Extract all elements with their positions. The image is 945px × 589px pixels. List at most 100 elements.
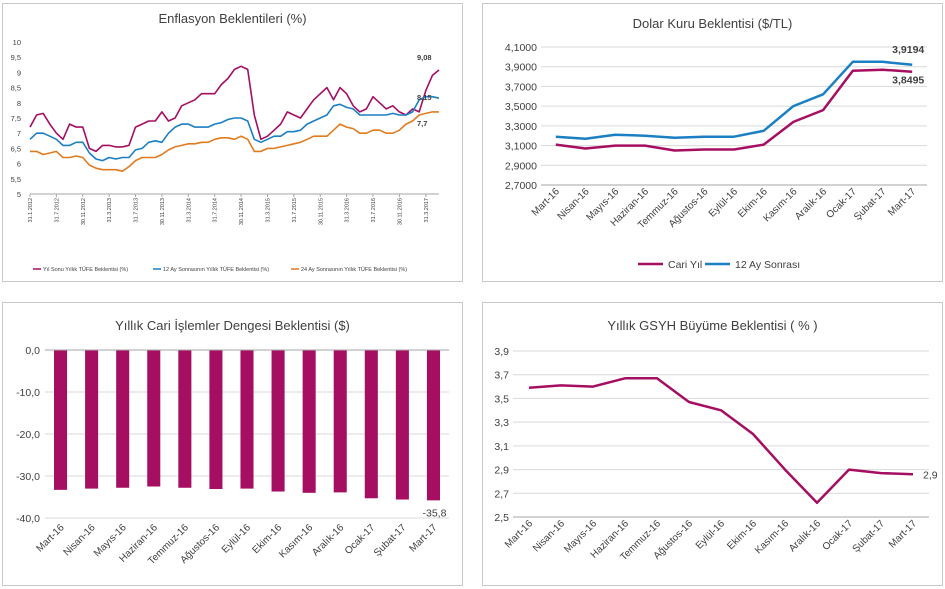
y-tick-label: 3,3 — [494, 417, 509, 429]
y-tick-label: 3,5 — [494, 393, 509, 405]
bar — [333, 350, 347, 493]
data-label: 3,9194 — [892, 44, 924, 56]
x-tick-label: Kasım-16 — [277, 522, 315, 560]
inflation-expectations-chart: Enflasyon Beklentileri (%) 5 5,5 6 6,5 7 7,5 8… — [2, 3, 463, 282]
y-tick-label: -20,0 — [16, 429, 40, 441]
x-tick-label: 31.3.2017 — [424, 198, 430, 222]
series-line — [30, 111, 439, 172]
x-tick-label: 31.7.2014 — [213, 198, 219, 222]
x-tick-label: Kasım-16 — [753, 518, 791, 556]
y-tick-label: 5,5 — [11, 175, 21, 184]
bar — [240, 350, 254, 489]
chart-title: Yıllık Cari İşlemler Dengesi Beklentisi … — [115, 318, 350, 333]
y-tick-label: 10 — [13, 38, 21, 47]
bar — [302, 350, 316, 493]
x-tick-label: 30.11.2016 — [397, 198, 403, 225]
y-tick-label: 2,9000 — [505, 160, 537, 172]
data-label: 2,9 — [923, 469, 938, 481]
data-label: 7,7 — [417, 119, 427, 128]
y-tick-label: 3,1000 — [505, 141, 537, 153]
x-tick-label: 31.1.2012 — [28, 198, 34, 222]
y-tick-label: 9 — [17, 68, 21, 77]
x-tick-label: 31.3.2015 — [265, 198, 271, 222]
y-tick-label: 4,1000 — [505, 42, 537, 54]
y-tick-label: -30,0 — [16, 471, 40, 483]
legend-label: 24 Ay Sonrasının Yıllık TÜFE Beklentisi … — [301, 266, 407, 273]
x-tick-label: Eylül-16 — [707, 186, 741, 220]
x-tick-label: 31.7.2015 — [292, 198, 298, 222]
y-tick-label: 2,9 — [494, 465, 509, 477]
bar — [116, 350, 130, 488]
x-tick-label: Şubat-17 — [372, 522, 409, 559]
x-tick-label: Eylül-16 — [694, 518, 728, 552]
chart-title: Yıllık GSYH Büyüme Beklentisi ( % ) — [607, 318, 818, 333]
bar — [426, 350, 440, 501]
legend-label: 12 Ay Sonrası — [735, 259, 800, 271]
y-tick-label: 3,7000 — [505, 81, 537, 93]
series-line — [555, 60, 913, 140]
y-tick-label: 2,5 — [494, 512, 509, 524]
current-account-expectation-chart: Yıllık Cari İşlemler Dengesi Beklentisi … — [2, 302, 463, 586]
bar — [209, 350, 223, 490]
chart-title: Enflasyon Beklentileri (%) — [158, 11, 307, 26]
x-tick-label: Eylül-16 — [220, 522, 254, 556]
series-line — [528, 377, 914, 505]
y-tick-label: 6 — [17, 160, 21, 169]
y-tick-label: 2,7000 — [505, 180, 537, 192]
y-tick-label: 7,5 — [11, 114, 21, 123]
bar — [178, 350, 192, 488]
x-tick-label: Şubat-17 — [852, 186, 889, 223]
y-tick-label: -10,0 — [16, 387, 40, 399]
data-label: 8,15 — [417, 93, 432, 102]
y-tick-label: 3,9000 — [505, 62, 537, 74]
series-line — [555, 68, 913, 152]
series-line — [29, 65, 440, 153]
x-tick-label: 30.11.2014 — [239, 198, 245, 225]
data-label: -35,8 — [422, 507, 446, 519]
x-tick-label: Aralık-16 — [310, 522, 346, 558]
x-tick-label: Mart-17 — [886, 186, 918, 218]
x-tick-label: 31.7.2012 — [54, 198, 60, 222]
bar — [147, 350, 161, 487]
series-line — [29, 95, 440, 162]
inflation-chart-svg: 5 5,5 6 6,5 7 7,5 8 8,5 9 9,5 10 31.1.2012 31.7.2012… — [11, 38, 440, 273]
y-tick-label: 3,1 — [494, 441, 509, 453]
data-label: 3,8495 — [892, 75, 924, 87]
bar — [395, 350, 409, 500]
legend-label: Cari Yıl — [668, 259, 702, 271]
current-account-chart-svg: -40,0-30,0-20,0-10,00,0-35,8Mart-16Nisan… — [16, 345, 449, 567]
y-tick-label: 5 — [17, 190, 21, 199]
y-tick-label: 6,5 — [11, 144, 21, 153]
bar — [54, 350, 68, 490]
x-tick-label: 31.7.2016 — [371, 198, 377, 222]
x-tick-label: Nisan-16 — [531, 518, 567, 554]
x-tick-label: 30.11.2015 — [318, 198, 324, 225]
x-tick-label: Aralık-16 — [787, 518, 823, 554]
gdp-growth-expectation-chart: Yıllık GSYH Büyüme Beklentisi ( % ) 2,5 2… — [482, 302, 943, 586]
y-tick-label: 3,3000 — [505, 121, 537, 133]
usd-chart-svg: 2,7000 2,9000 3,1000 3,3000 3,5000 3,7000 3,90… — [505, 42, 927, 271]
legend-label: Yıl Sonu Yıllık TÜFE Beklentisi (%) — [43, 266, 128, 273]
y-tick-label: 3,5000 — [505, 101, 537, 113]
x-tick-label: 31.7.2013 — [134, 198, 140, 222]
bar — [271, 350, 285, 492]
bar — [364, 350, 378, 499]
usd-try-expectation-chart: Dolar Kuru Beklentisi ($/TL) 2,7000 2,900… — [482, 3, 943, 282]
x-tick-label: Mart-17 — [407, 522, 439, 554]
y-tick-label: 8 — [17, 99, 21, 108]
bar — [85, 350, 99, 489]
legend-label: 12 Ay Sonrasının Yıllık TÜFE Beklentisi … — [163, 266, 269, 273]
x-tick-label: Mart-17 — [887, 518, 919, 550]
chart-title: Dolar Kuru Beklentisi ($/TL) — [632, 16, 793, 31]
y-tick-label: 2,7 — [494, 488, 509, 500]
x-tick-label: Şubat-17 — [851, 518, 888, 555]
y-tick-label: 3,9 — [494, 346, 509, 358]
y-tick-label: -40,0 — [16, 513, 40, 525]
x-tick-label: 30.11.2013 — [160, 198, 166, 225]
y-tick-label: 3,7 — [494, 370, 509, 382]
y-tick-label: 7 — [17, 129, 21, 138]
data-label: 9,08 — [417, 53, 432, 62]
x-tick-label: Aralık-16 — [793, 186, 829, 222]
y-tick-label: 8,5 — [11, 84, 21, 93]
gdp-chart-svg: 2,52,72,93,13,33,53,73,9Mart-16Nisan-16M… — [494, 346, 938, 563]
